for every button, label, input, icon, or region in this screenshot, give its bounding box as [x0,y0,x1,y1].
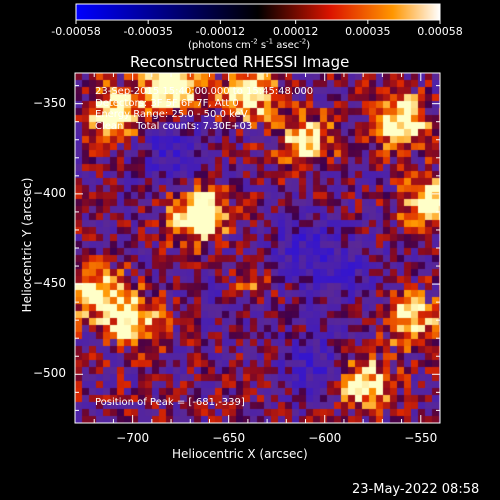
x-axis-label: Heliocentric X (arcsec) [172,447,308,461]
x-tick-label: −600 [308,431,342,445]
x-tick-label: −650 [212,431,246,445]
y-tick-label: −450 [33,276,66,291]
heatmap-image [75,73,440,423]
annotation-peak: Position of Peak = [-681,-339] [95,397,245,408]
annotation-clean: Clean Total counts: 7.30E+03 [95,120,253,132]
annotation-detectors: Detectors: 3F 5F 6F 7F, Att 0 [95,97,239,109]
colorbar-tick-label: -0.00012 [195,25,246,38]
colorbar-tick-label: -0.00035 [123,25,173,38]
y-axis-ticks [75,85,440,411]
chart-title: Reconstructed RHESSI Image [130,53,350,71]
colorbar-gradient [75,3,441,21]
y-tick-label: −400 [33,185,66,200]
colorbar [75,3,441,24]
annotation-time-range: 23-Sep-2015 15:40:00.000 to 15:45:48.000 [95,86,314,97]
y-tick-label: −350 [33,95,66,110]
colorbar-tick-label: 0.00035 [345,25,391,38]
footer-timestamp: 23-May-2022 08:58 [352,482,480,497]
x-axis-ticks [93,73,441,423]
y-tick-label: −500 [33,366,66,381]
colorbar-tick-label: 0.00012 [272,25,319,38]
colorbar-tick-label: -0.00058 [51,25,101,38]
x-tick-label: −700 [116,431,150,445]
x-tick-label: −550 [404,431,438,445]
colorbar-ticks [75,20,441,24]
annotation-energy: Energy Range: 25.0 - 50.0 keV [95,109,248,120]
y-axis-label: Heliocentric Y (arcsec) [20,177,34,313]
colorbar-tick-label: 0.00058 [417,25,463,38]
colorbar-units: (photons cm-2 s-1 asec-2) [188,37,311,51]
